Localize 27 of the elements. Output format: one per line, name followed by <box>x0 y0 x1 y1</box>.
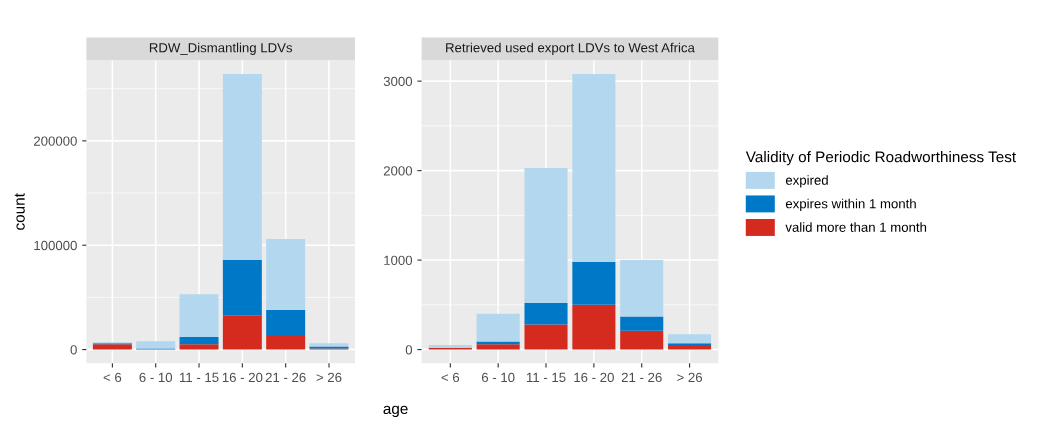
x-tick-label: 16 - 20 <box>222 372 263 383</box>
x-tick-label: > 26 <box>316 372 342 383</box>
y-tick-label: 1000 <box>384 255 413 265</box>
x-tick-label: 21 - 26 <box>621 372 662 383</box>
x-tick-label: 6 - 10 <box>139 372 173 383</box>
x-tick-label: < 6 <box>441 372 460 383</box>
x-tick-label: 21 - 26 <box>265 372 306 383</box>
x-tick-label: > 26 <box>677 372 703 383</box>
x-tick-label: 11 - 15 <box>526 372 566 383</box>
x-tick-label: 11 - 15 <box>179 372 219 383</box>
y-tick-label: 2000 <box>383 166 413 176</box>
y-tick-label: 200000 <box>34 136 77 146</box>
legend-label: expired <box>785 175 828 188</box>
x-tick-label: < 6 <box>103 372 122 383</box>
x-tick-label: 6 - 10 <box>481 372 515 383</box>
y-tick-label: 3000 <box>383 76 413 87</box>
y-tick-label: 100000 <box>34 240 77 251</box>
legend-label: valid more than 1 month <box>785 222 927 232</box>
y-axis-title: count <box>14 193 25 230</box>
y-tick-label: 0 <box>70 345 77 355</box>
y-tick-label: 0 <box>405 345 413 355</box>
x-axis-title: age <box>383 405 408 418</box>
x-tick-label: 16 - 20 <box>574 372 614 383</box>
chart-title: RDW_Dismantling LDVs <box>149 42 293 55</box>
legend-label: expires within 1 month <box>785 198 916 211</box>
legend-title: Validity of Periodic Roadworthiness Test <box>745 151 1016 166</box>
chart-title: Retrieved used export LDVs to West Africa <box>446 42 695 55</box>
